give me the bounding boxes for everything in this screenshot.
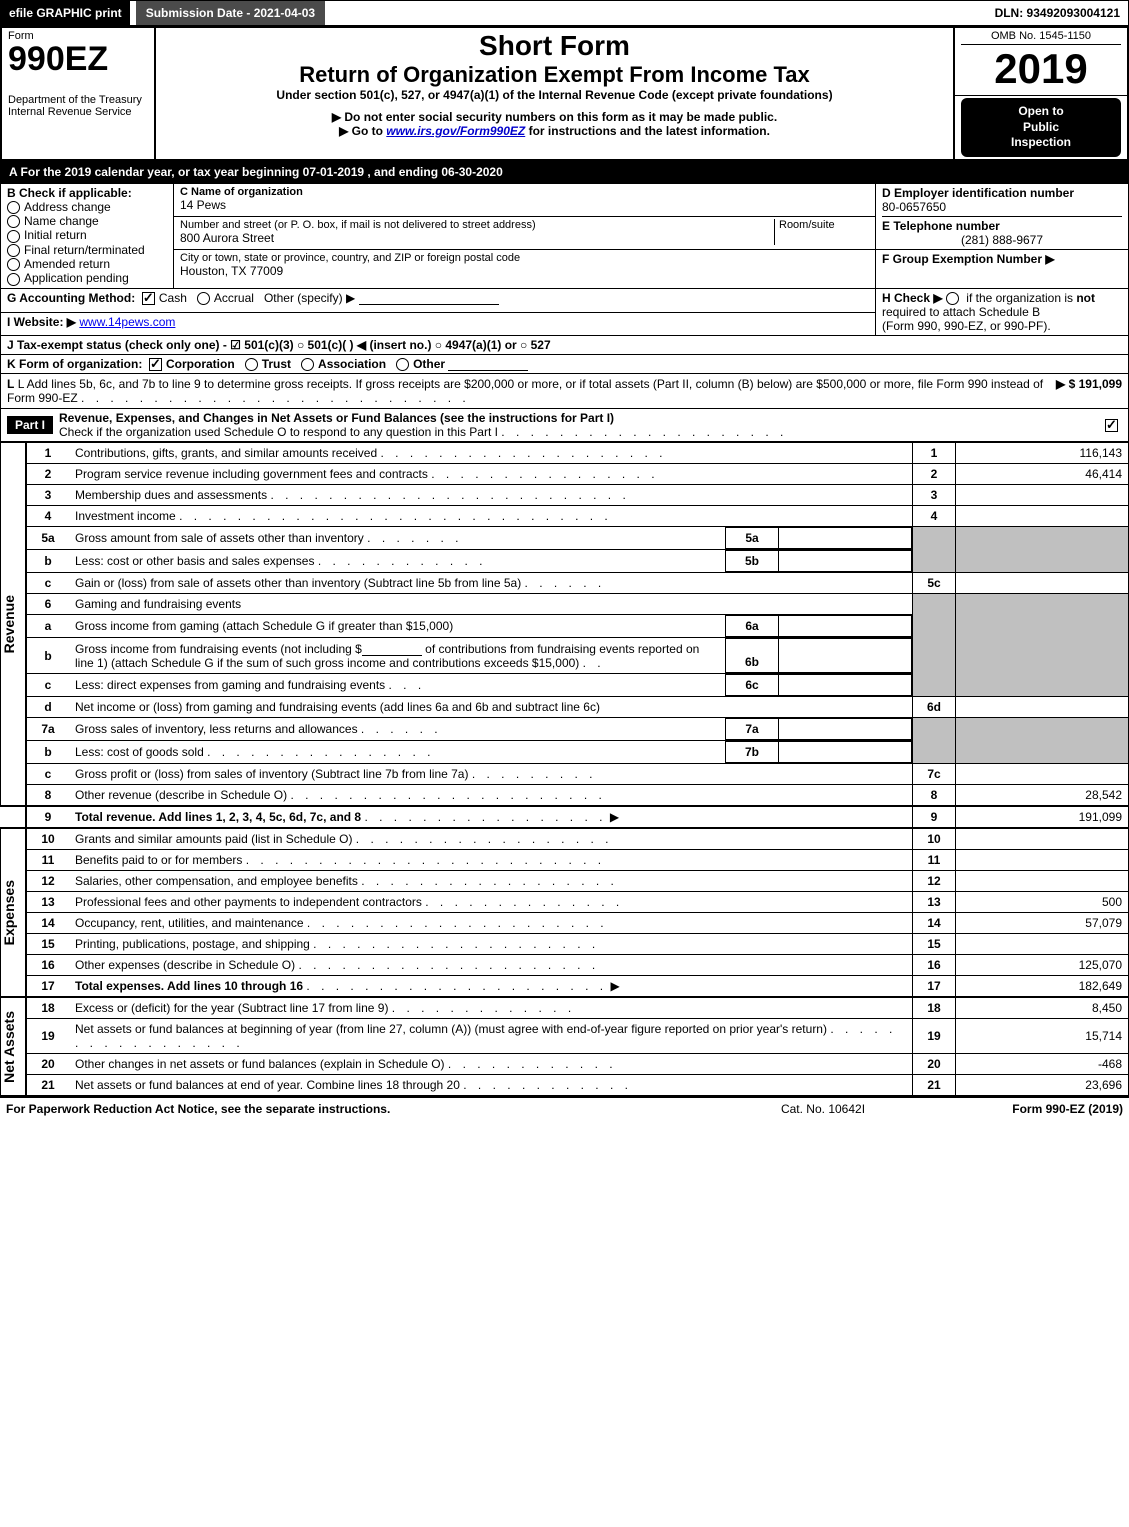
block-c-city: City or town, state or province, country…: [174, 249, 876, 288]
block-h: H Check ▶ if the organization is not req…: [876, 289, 1129, 336]
value-21: 23,696: [956, 1075, 1129, 1096]
block-c-name: C Name of organization 14 Pews: [174, 183, 876, 216]
value-17: 182,649: [956, 976, 1129, 998]
value-2: 46,414: [956, 464, 1129, 485]
room-suite-label: Room/suite: [774, 219, 869, 245]
form-header: Form 990EZ Department of the Treasury In…: [0, 27, 1129, 161]
checkbox-application-pending[interactable]: [7, 273, 20, 286]
checkbox-amended-return[interactable]: [7, 258, 20, 271]
open-to-public-badge: Open to Public Inspection: [961, 98, 1121, 157]
checkbox-trust[interactable]: [245, 358, 258, 371]
submission-date-badge: Submission Date - 2021-04-03: [136, 1, 325, 25]
checkbox-final-return[interactable]: [7, 244, 20, 257]
efile-print-button[interactable]: efile GRAPHIC print: [1, 1, 130, 25]
value-19: 15,714: [956, 1019, 1129, 1054]
irs-link[interactable]: www.irs.gov/Form990EZ: [386, 124, 525, 138]
tax-year: 2019: [961, 45, 1121, 93]
phone-value: (281) 888-9677: [882, 233, 1122, 247]
footer-cat: Cat. No. 10642I: [723, 1102, 923, 1116]
part1-header: Part I Revenue, Expenses, and Changes in…: [0, 409, 1129, 442]
value-1: 116,143: [956, 443, 1129, 464]
other-org-blank[interactable]: [448, 358, 528, 371]
row-k: K Form of organization: Corporation Trus…: [0, 355, 1129, 374]
form-id: 990EZ: [8, 42, 148, 76]
gross-receipts-value: ▶ $ 191,099: [1056, 377, 1122, 405]
subtitle: Under section 501(c), 527, or 4947(a)(1)…: [162, 88, 947, 102]
checkbox-association[interactable]: [301, 358, 314, 371]
financial-table: Revenue 1 Contributions, gifts, grants, …: [0, 442, 1129, 1096]
netassets-label: Net Assets: [1, 1011, 25, 1083]
expenses-label: Expenses: [1, 880, 25, 945]
omb-cell: OMB No. 1545-1150 2019: [954, 28, 1128, 96]
revenue-label: Revenue: [1, 595, 25, 653]
g-label: G Accounting Method:: [7, 291, 135, 305]
footer-right: Form 990-EZ (2019): [923, 1102, 1123, 1116]
block-c-addr: Number and street (or P. O. box, if mail…: [174, 216, 876, 249]
dln-label: DLN: 93492093004121: [995, 6, 1128, 20]
value-13: 500: [956, 892, 1129, 913]
short-form-title: Short Form: [162, 30, 947, 62]
page-footer: For Paperwork Reduction Act Notice, see …: [0, 1096, 1129, 1120]
ssn-warning: ▶ Do not enter social security numbers o…: [162, 110, 947, 124]
checkbox-cash[interactable]: [142, 292, 155, 305]
return-title: Return of Organization Exempt From Incom…: [162, 62, 947, 88]
checkbox-address-change[interactable]: [7, 201, 20, 214]
block-b: B Check if applicable: Address change Na…: [1, 183, 174, 288]
checkbox-schedule-b[interactable]: [946, 292, 959, 305]
checkbox-schedule-o-part1[interactable]: [1105, 419, 1118, 432]
value-18: 8,450: [956, 997, 1129, 1019]
website-link[interactable]: www.14pews.com: [79, 315, 175, 329]
value-8: 28,542: [956, 785, 1129, 807]
value-14: 57,079: [956, 913, 1129, 934]
checkbox-initial-return[interactable]: [7, 230, 20, 243]
dept-label: Department of the Treasury: [8, 94, 148, 106]
value-9: 191,099: [956, 806, 1129, 828]
other-specify-blank[interactable]: [359, 292, 499, 305]
bc-def-block: B Check if applicable: Address change Na…: [0, 183, 1129, 289]
efile-label: efile GRAPHIC print: [9, 6, 122, 20]
block-d-e: D Employer identification number 80-0657…: [876, 183, 1129, 249]
ein-value: 80-0657650: [882, 200, 1122, 214]
part1-label: Part I: [7, 416, 53, 434]
checkbox-other[interactable]: [396, 358, 409, 371]
value-16: 125,070: [956, 955, 1129, 976]
i-label: I Website: ▶: [7, 315, 76, 329]
section-a-bar: A For the 2019 calendar year, or tax yea…: [0, 161, 1129, 183]
row-j: J Tax-exempt status (check only one) - ☑…: [1, 336, 1129, 355]
checkbox-corporation[interactable]: [149, 358, 162, 371]
checkbox-accrual[interactable]: [197, 292, 210, 305]
irs-label: Internal Revenue Service: [8, 106, 148, 118]
checkbox-name-change[interactable]: [7, 215, 20, 228]
ghij-block: G Accounting Method: Cash Accrual Other …: [0, 289, 1129, 355]
top-bar: efile GRAPHIC print Submission Date - 20…: [0, 0, 1129, 27]
goto-line: ▶ Go to www.irs.gov/Form990EZ for instru…: [162, 124, 947, 138]
block-f: F Group Exemption Number ▶: [876, 249, 1129, 288]
row-l: L L Add lines 5b, 6c, and 7b to line 9 t…: [0, 374, 1129, 409]
value-20: -468: [956, 1054, 1129, 1075]
footer-left: For Paperwork Reduction Act Notice, see …: [6, 1102, 723, 1116]
